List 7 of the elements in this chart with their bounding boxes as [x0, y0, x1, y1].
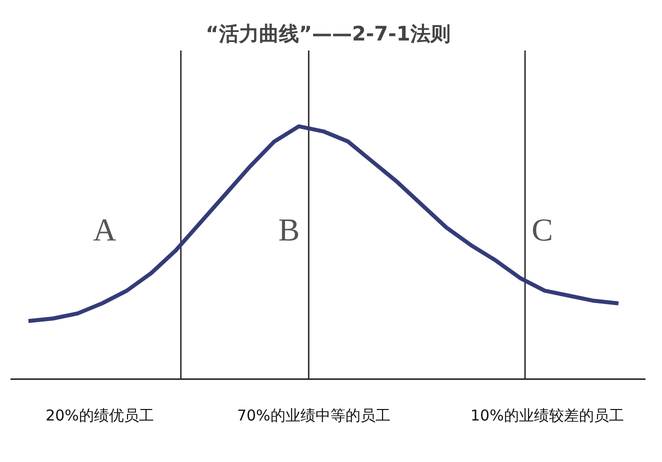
- text: 20%的绩优员工: [46, 406, 154, 425]
- text: 10%的业绩较差的员工: [470, 406, 624, 425]
- text: 70%的业绩中等的员工: [236, 406, 390, 425]
- annotation: C: [532, 212, 553, 248]
- annotation: B: [278, 212, 300, 248]
- annotation: A: [93, 212, 116, 248]
- chart-title: “活力曲线”——2-7-1法则: [206, 22, 450, 46]
